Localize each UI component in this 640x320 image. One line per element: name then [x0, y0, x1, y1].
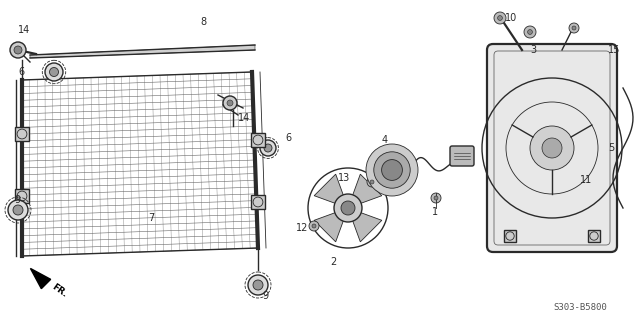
Text: 7: 7	[148, 213, 154, 223]
FancyBboxPatch shape	[504, 230, 516, 242]
Circle shape	[366, 144, 418, 196]
Circle shape	[374, 152, 410, 188]
Polygon shape	[31, 268, 51, 289]
FancyBboxPatch shape	[494, 51, 610, 245]
Polygon shape	[314, 212, 344, 242]
Circle shape	[367, 177, 377, 187]
Circle shape	[45, 63, 63, 81]
Circle shape	[370, 180, 374, 184]
Circle shape	[312, 224, 316, 228]
Polygon shape	[30, 45, 255, 58]
Text: 2: 2	[330, 257, 336, 267]
Text: 1: 1	[432, 207, 438, 217]
Text: 6: 6	[18, 67, 24, 77]
Circle shape	[49, 68, 58, 76]
Text: 4: 4	[382, 135, 388, 145]
Circle shape	[527, 30, 532, 35]
Circle shape	[542, 138, 562, 158]
Circle shape	[10, 42, 26, 58]
Circle shape	[223, 96, 237, 110]
FancyBboxPatch shape	[15, 127, 29, 141]
Circle shape	[8, 200, 28, 220]
Circle shape	[381, 160, 403, 180]
Text: 5: 5	[608, 143, 614, 153]
Text: 3: 3	[530, 45, 536, 55]
Circle shape	[494, 12, 506, 24]
Text: 6: 6	[285, 133, 291, 143]
Text: 11: 11	[580, 175, 592, 185]
Polygon shape	[352, 174, 382, 204]
Circle shape	[524, 26, 536, 38]
Text: 12: 12	[296, 223, 308, 233]
FancyBboxPatch shape	[251, 133, 265, 147]
Circle shape	[341, 201, 355, 215]
FancyBboxPatch shape	[251, 195, 265, 209]
Circle shape	[572, 26, 576, 30]
Text: 14: 14	[238, 113, 250, 123]
Circle shape	[431, 193, 441, 203]
Text: 13: 13	[338, 173, 350, 183]
Circle shape	[498, 16, 502, 20]
Text: 14: 14	[18, 25, 30, 35]
Circle shape	[227, 100, 233, 106]
Text: S303-B5800: S303-B5800	[553, 303, 607, 313]
Circle shape	[309, 221, 319, 231]
Text: 9: 9	[14, 195, 20, 205]
FancyBboxPatch shape	[588, 230, 600, 242]
Circle shape	[260, 140, 276, 156]
Circle shape	[248, 275, 268, 295]
Polygon shape	[314, 174, 344, 204]
Circle shape	[253, 280, 263, 290]
Text: 10: 10	[505, 13, 517, 23]
Text: FR.: FR.	[50, 282, 68, 299]
Circle shape	[530, 126, 574, 170]
Text: 8: 8	[200, 17, 206, 27]
Circle shape	[434, 196, 438, 200]
Circle shape	[334, 194, 362, 222]
Polygon shape	[352, 212, 382, 242]
FancyBboxPatch shape	[15, 189, 29, 203]
FancyBboxPatch shape	[487, 44, 617, 252]
FancyBboxPatch shape	[450, 146, 474, 166]
Circle shape	[13, 205, 23, 215]
Text: 15: 15	[608, 45, 620, 55]
Circle shape	[569, 23, 579, 33]
Circle shape	[14, 46, 22, 54]
Text: 9: 9	[262, 291, 268, 301]
Circle shape	[264, 144, 272, 152]
